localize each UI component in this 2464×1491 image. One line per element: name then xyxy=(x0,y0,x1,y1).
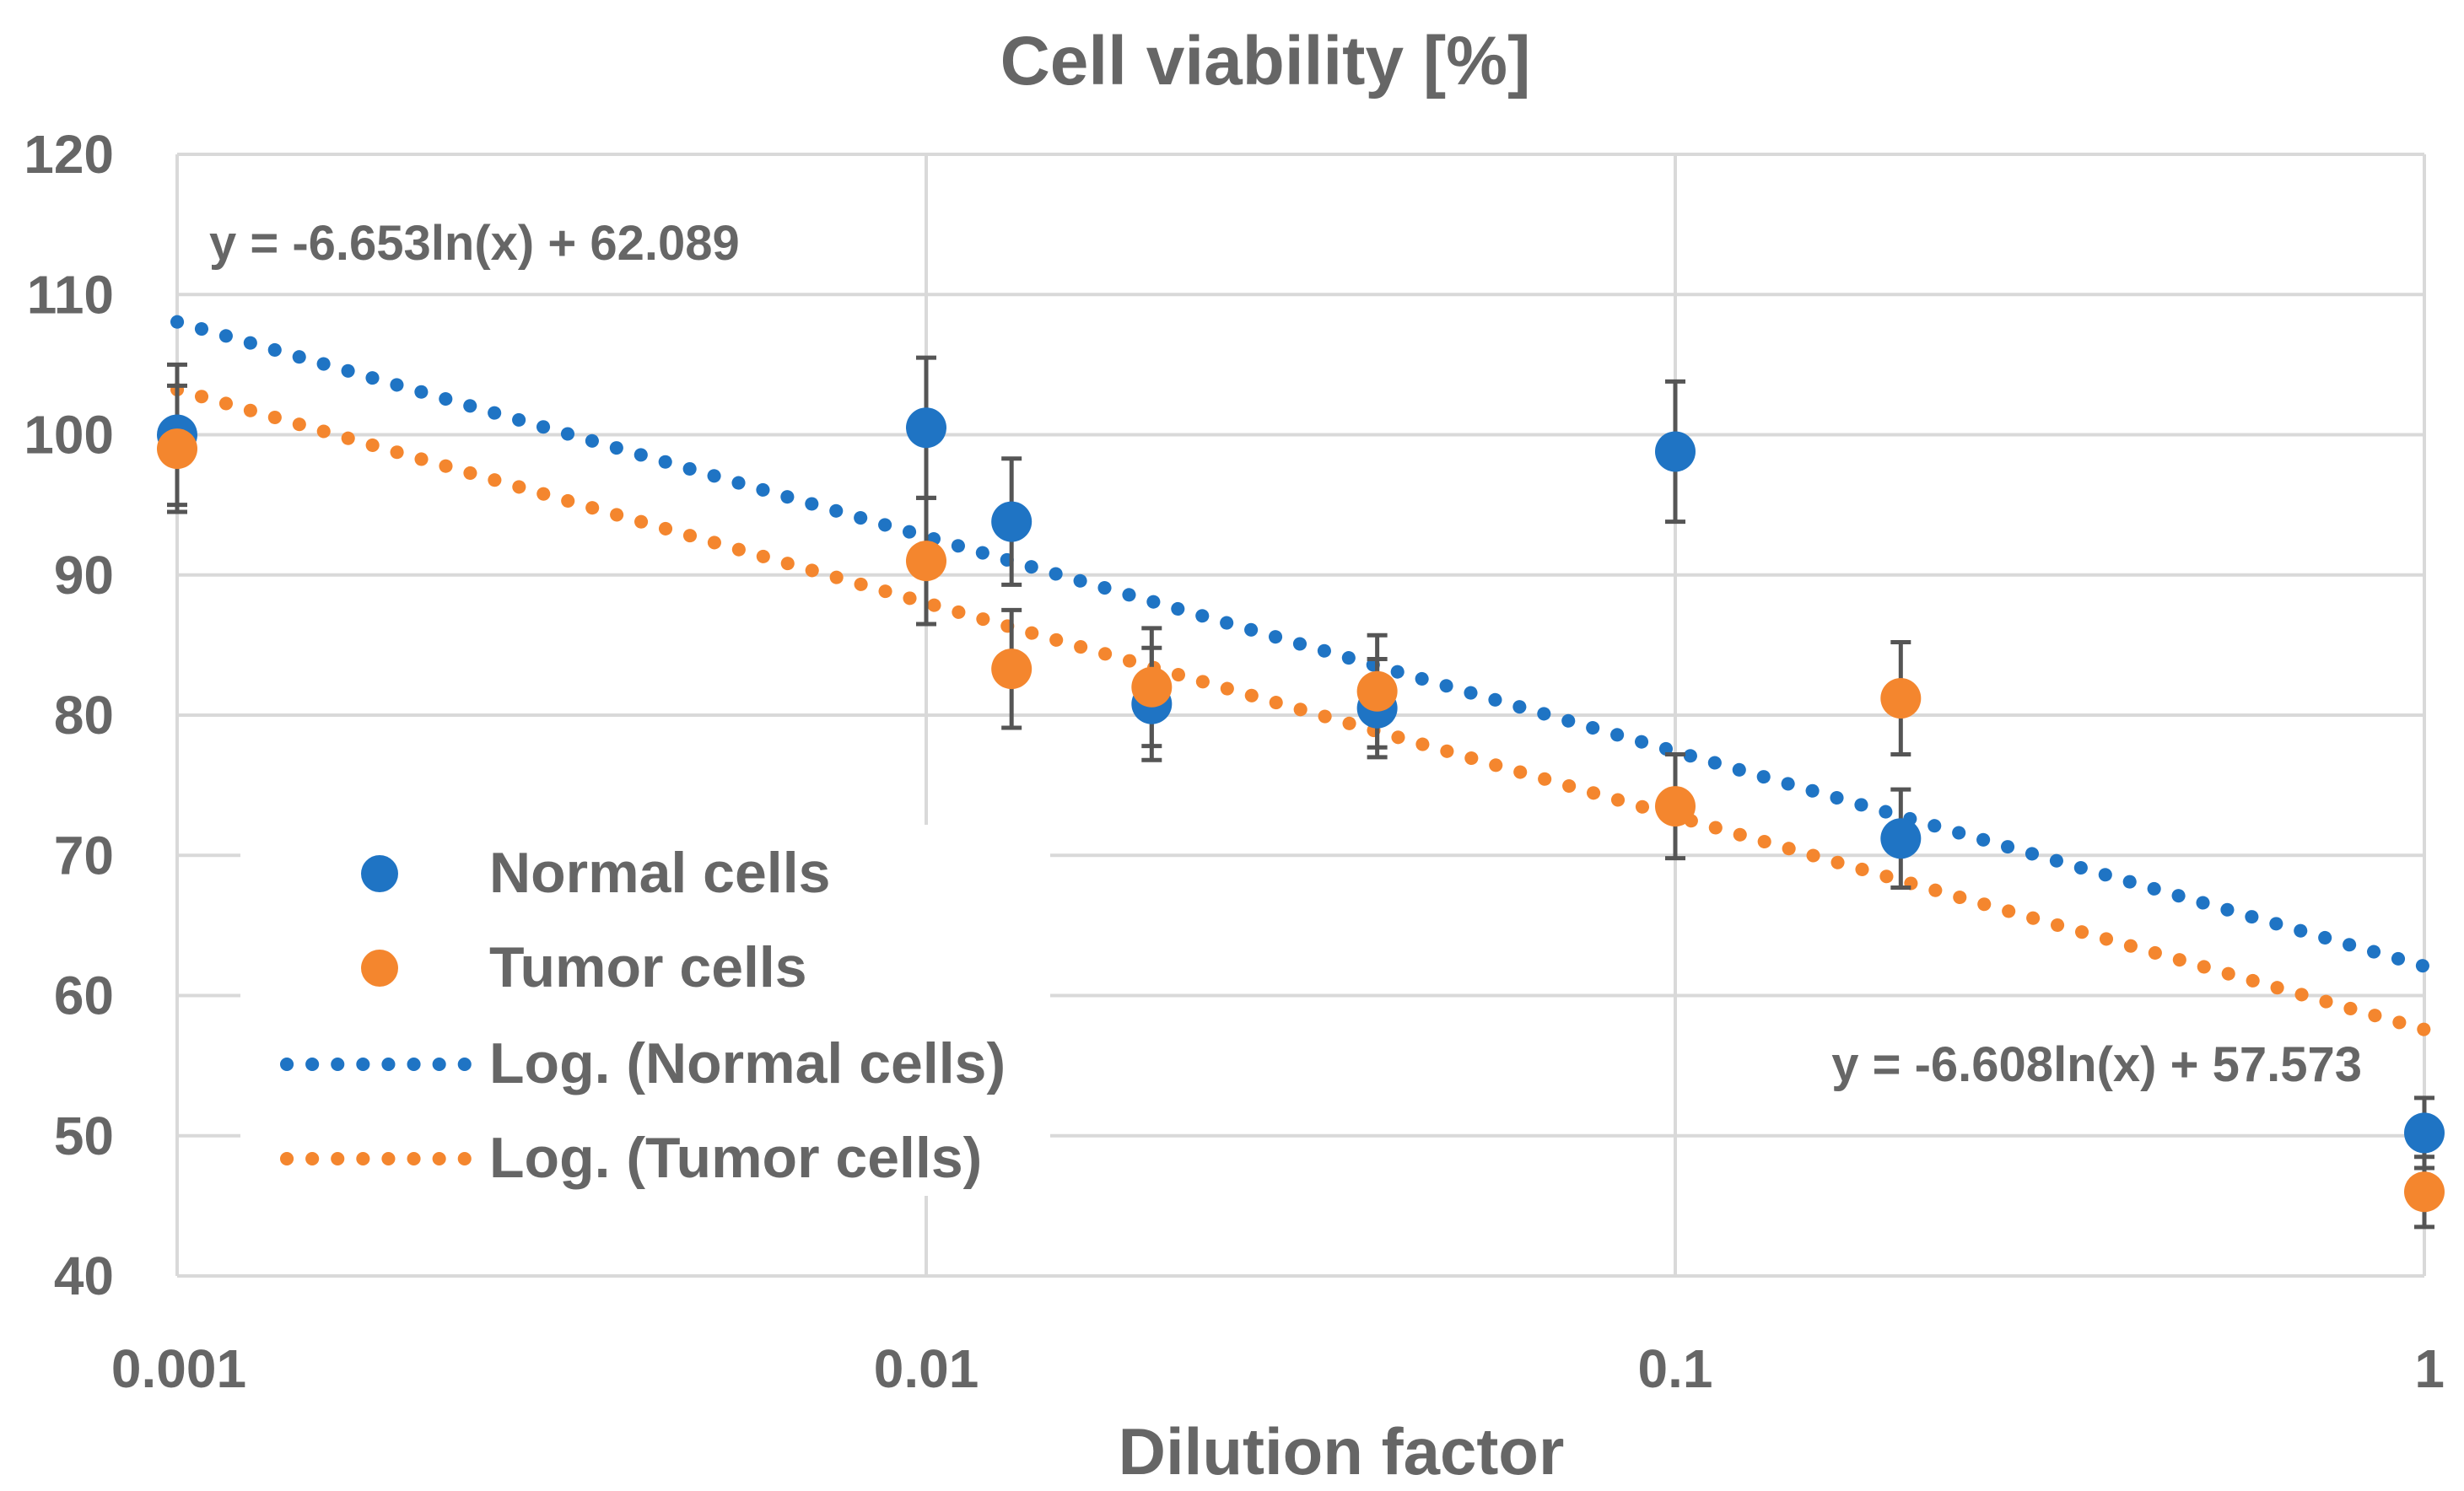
data-point-normal-1 xyxy=(906,407,946,449)
legend-marker-normal xyxy=(361,855,398,892)
x-axis-label: Dilution factor xyxy=(1119,1414,1565,1488)
chart-title: Cell viability [%] xyxy=(1000,23,1531,100)
legend-label-log-tumor: Log. (Tumor cells) xyxy=(489,1126,982,1190)
data-points xyxy=(157,407,2445,1213)
y-tick-label-90: 90 xyxy=(54,545,114,606)
data-point-tumor-7 xyxy=(2404,1171,2445,1213)
legend-label-normal: Normal cells xyxy=(489,841,830,905)
data-point-normal-2 xyxy=(991,501,1033,542)
y-tick-label-50: 50 xyxy=(54,1106,114,1166)
trendlines xyxy=(170,315,2431,1036)
x-tick-label-0.1: 0.1 xyxy=(1638,1338,1713,1399)
legend-label-tumor: Tumor cells xyxy=(489,935,807,999)
y-tick-label-60: 60 xyxy=(54,966,114,1026)
x-tick-label-0.001: 0.001 xyxy=(111,1338,246,1399)
trendline-normal xyxy=(170,315,2431,973)
y-tick-label-80: 80 xyxy=(54,685,114,746)
data-point-tumor-4 xyxy=(1356,670,1398,712)
data-point-tumor-6 xyxy=(1880,678,1922,719)
trendline-tumor xyxy=(170,383,2431,1036)
error-bars xyxy=(167,355,2434,1230)
x-tick-label-1: 1 xyxy=(2414,1338,2445,1399)
legend-label-log-normal: Log. (Normal cells) xyxy=(489,1031,1006,1095)
data-point-tumor-0 xyxy=(157,428,197,470)
y-tick-label-70: 70 xyxy=(54,825,114,885)
legend: Normal cells Tumor cells Log. (Normal ce… xyxy=(240,825,1050,1196)
data-point-tumor-1 xyxy=(906,541,946,582)
data-point-normal-5 xyxy=(1655,431,1696,472)
data-point-tumor-2 xyxy=(991,649,1033,690)
axis-ticks: 40 50 60 70 80 90 100 110 120 0.001 0.01 0.1 1 xyxy=(24,124,2445,1399)
y-tick-label-40: 40 xyxy=(54,1246,114,1306)
y-tick-label-120: 120 xyxy=(24,124,114,185)
data-point-normal-6 xyxy=(1880,818,1922,859)
trendline-equation-tumor: y = -6.608ln(x) + 57.573 xyxy=(1831,1037,2362,1092)
data-point-normal-7 xyxy=(2404,1112,2445,1154)
trendline-equation-normal: y = -6.653ln(x) + 62.089 xyxy=(209,216,740,271)
data-point-tumor-3 xyxy=(1131,666,1173,708)
x-tick-label-0.01: 0.01 xyxy=(874,1338,979,1399)
y-tick-label-100: 100 xyxy=(24,405,114,466)
legend-marker-tumor xyxy=(361,950,398,987)
y-tick-label-110: 110 xyxy=(27,264,114,325)
data-point-tumor-5 xyxy=(1655,786,1696,827)
